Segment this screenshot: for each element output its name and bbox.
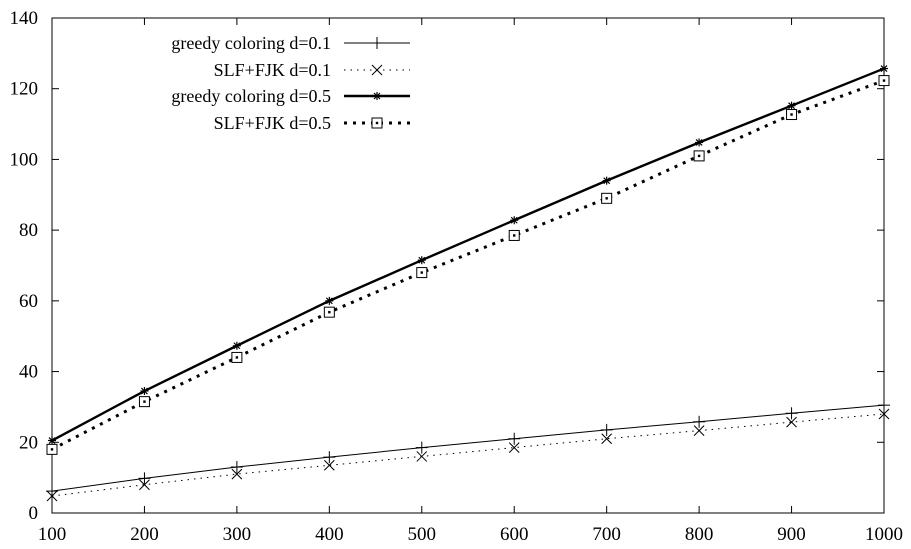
data-point (601, 192, 613, 204)
data-point (878, 408, 890, 420)
x-tick-label: 100 (38, 524, 67, 545)
legend-entry: SLF+FJK d=0.5 (214, 113, 410, 133)
data-point (323, 459, 335, 471)
y-tick-label: 0 (29, 503, 39, 524)
x-tick-label: 500 (408, 524, 437, 545)
legend: greedy coloring d=0.1 SLF+FJK d=0.1 greedy… (171, 33, 410, 133)
data-point (601, 433, 613, 445)
data-point (786, 416, 797, 428)
x-tick-label: 200 (130, 524, 159, 545)
y-tick-label: 20 (19, 432, 38, 453)
data-point (693, 415, 706, 428)
data-point (46, 485, 58, 498)
legend-marker (371, 117, 383, 129)
data-point (48, 436, 56, 445)
legend-label: SLF+FJK d=0.1 (214, 60, 331, 80)
legend-label: greedy coloring d=0.1 (171, 33, 331, 53)
series-4 (46, 75, 890, 455)
series-layer (46, 64, 890, 502)
x-tick-label: 900 (777, 524, 806, 545)
data-point (880, 64, 888, 73)
y-tick-label: 40 (19, 362, 38, 383)
data-point (46, 443, 58, 455)
plot-frame (51, 17, 885, 514)
data-point (323, 451, 336, 464)
data-point (695, 138, 704, 147)
data-point (46, 490, 58, 502)
data-point (878, 399, 890, 412)
legend-label: greedy coloring d=0.5 (171, 86, 331, 106)
legend-marker (373, 92, 381, 100)
data-point (416, 451, 428, 462)
data-point (786, 109, 798, 121)
data-point (230, 461, 243, 474)
data-point (878, 75, 890, 87)
series-3 (48, 64, 888, 445)
legend-entry: SLF+FJK d=0.1 (214, 60, 410, 80)
data-point (138, 472, 151, 485)
data-point (693, 425, 705, 436)
data-point (510, 216, 519, 225)
data-point (231, 351, 243, 363)
data-point (417, 256, 426, 265)
data-point (323, 306, 335, 318)
legend-entry: greedy coloring d=0.5 (171, 86, 410, 106)
x-tick-label: 600 (500, 524, 529, 545)
data-point (508, 442, 520, 453)
y-tick-label: 60 (19, 291, 38, 312)
series-2 (46, 408, 890, 502)
data-point (139, 479, 150, 491)
x-tick-label: 800 (685, 524, 714, 545)
legend-entry: greedy coloring d=0.1 (171, 33, 410, 53)
x-tick-label: 700 (592, 524, 621, 545)
axis-ticks: 100 200 300 400 500 600 700 800 900 1000 0 20 40 60 80… (10, 8, 904, 545)
data-point (416, 267, 428, 279)
series-line (51, 404, 885, 492)
data-point (415, 441, 428, 454)
x-tick-label: 300 (223, 524, 252, 545)
data-point (787, 101, 796, 110)
data-point (138, 396, 150, 408)
data-point (508, 432, 521, 445)
series-line (51, 67, 885, 442)
x-tick-label: 400 (315, 524, 344, 545)
y-tick-label: 100 (10, 149, 39, 170)
data-point (140, 387, 149, 396)
data-point (325, 296, 334, 305)
data-point (600, 423, 613, 436)
y-tick-label: 140 (10, 8, 39, 29)
legend-marker (371, 37, 383, 49)
data-point (508, 229, 520, 241)
y-tick-label: 80 (19, 220, 38, 241)
series-line (51, 79, 885, 451)
series-1 (46, 399, 890, 498)
y-tick-label: 120 (10, 79, 39, 100)
data-point (231, 468, 243, 480)
legend-label: SLF+FJK d=0.5 (214, 113, 331, 133)
legend-marker (371, 64, 383, 76)
data-point (602, 176, 611, 185)
data-point (785, 407, 798, 420)
data-point (693, 150, 705, 162)
series-line (51, 413, 885, 497)
x-tick-label: 1000 (865, 524, 903, 545)
data-point (232, 341, 241, 350)
